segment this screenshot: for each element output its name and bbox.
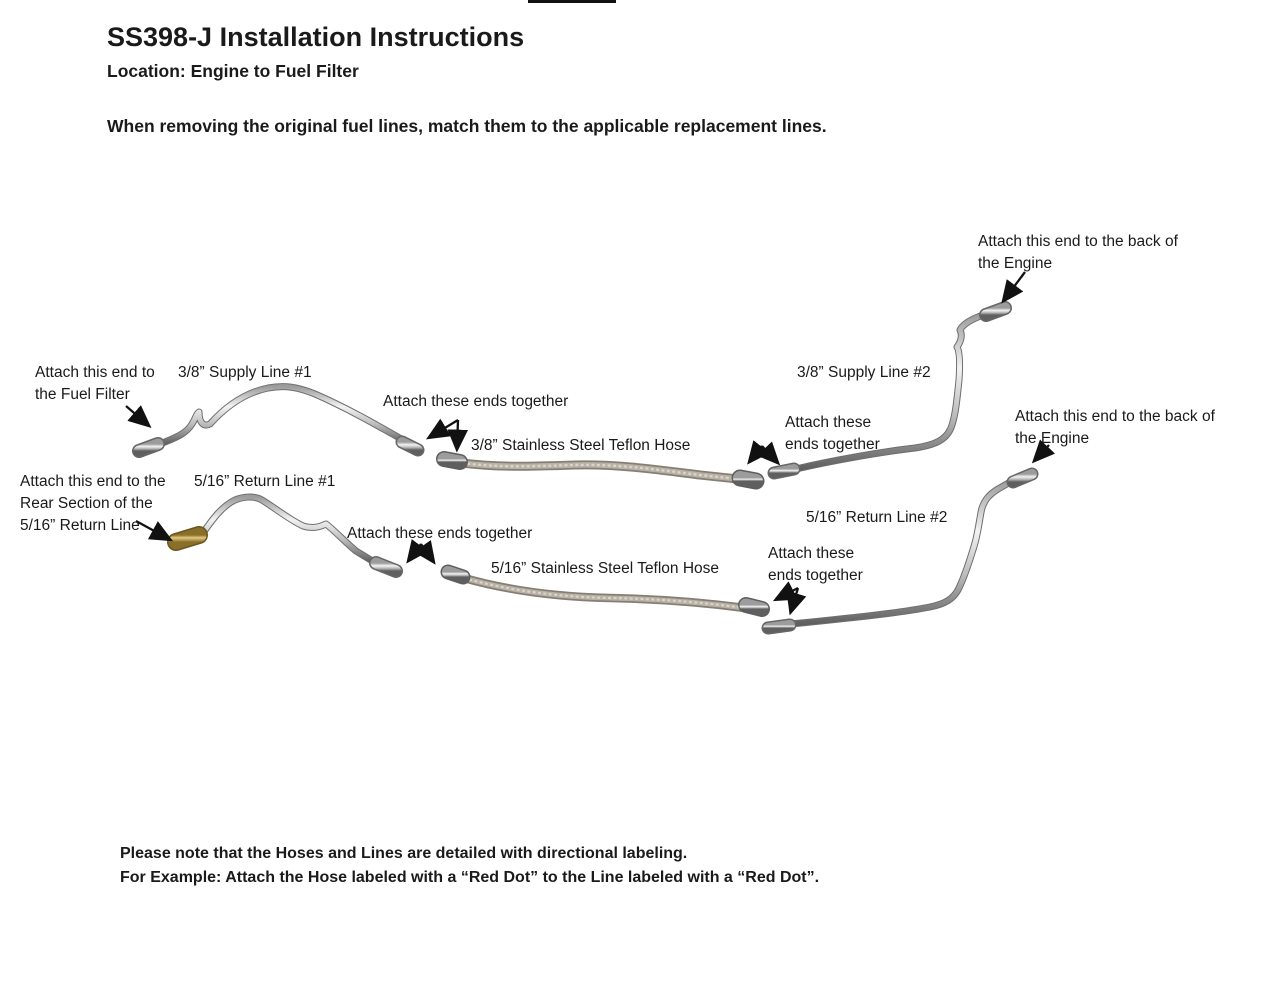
return-line-2-tube (761, 467, 1039, 635)
label-fuel-filter: Attach this end to the Fuel Filter (35, 364, 155, 403)
hose-516-teflon (440, 564, 770, 617)
arrow-attach-1-down (447, 419, 469, 453)
label-rear-section: Attach this end to the Rear Section of t… (20, 473, 166, 534)
label-engine-back-top: Attach this end to the back of the Engin… (978, 233, 1178, 272)
page-title: SS398-J Installation Instructions (107, 22, 525, 52)
arrow-attach-2-right (756, 441, 781, 466)
hose-38-teflon (436, 451, 765, 490)
label-attach-together-3: Attach these ends together (347, 525, 533, 542)
label-hose-38: 3/8” Stainless Steel Teflon Hose (471, 437, 691, 454)
label-engine-back-right: Attach this end to the back of the Engin… (1015, 408, 1215, 447)
arrow-engine-back-top (1001, 271, 1026, 304)
label-return-line-1: 5/16” Return Line #1 (194, 473, 336, 490)
arrow-attach-2-left (747, 440, 770, 465)
label-attach-together-1: Attach these ends together (383, 393, 569, 410)
label-attach-together-4: Attach these ends together (768, 545, 863, 584)
arrow-engine-back-right (1031, 439, 1056, 464)
label-attach-together-2: Attach these ends together (785, 414, 880, 453)
label-supply-line-1: 3/8” Supply Line #1 (178, 364, 312, 381)
arrow-attach-3-left (406, 539, 429, 564)
arrow-attach-3-right (413, 539, 436, 565)
cropped-header-fragment (528, 0, 616, 3)
label-hose-516: 5/16” Stainless Steel Teflon Hose (491, 560, 720, 577)
directional-labeling-note: Please note that the Hoses and Lines are… (120, 845, 820, 886)
arrow-attach-4-down (786, 587, 807, 616)
location-subtitle: Location: Engine to Fuel Filter (107, 61, 359, 81)
label-supply-line-2: 3/8” Supply Line #2 (797, 364, 931, 381)
label-return-line-2: 5/16” Return Line #2 (806, 509, 948, 526)
supply-line-1-tube (132, 383, 425, 458)
arrow-rear-section (135, 519, 174, 542)
arrow-attach-1-left (426, 418, 459, 440)
arrow-fuel-filter (125, 405, 152, 429)
intro-note: When removing the original fuel lines, m… (107, 116, 827, 136)
return-line-1-tube (167, 493, 403, 578)
supply-line-2-tube (767, 301, 1012, 480)
